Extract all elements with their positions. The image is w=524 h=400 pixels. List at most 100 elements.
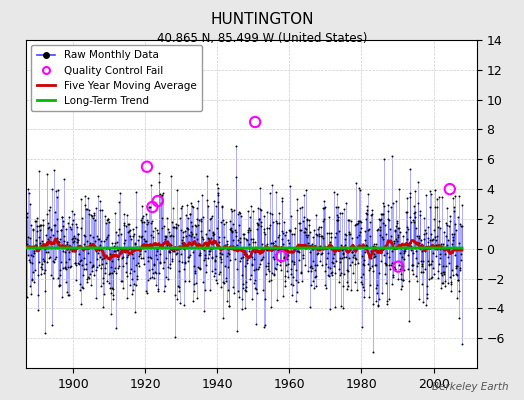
Point bbox=[141, 244, 150, 250]
Point bbox=[285, 274, 293, 280]
Point bbox=[207, 234, 215, 241]
Point bbox=[216, 256, 225, 262]
Point bbox=[43, 236, 52, 242]
Point bbox=[68, 248, 76, 254]
Point bbox=[183, 202, 191, 208]
Point bbox=[111, 210, 119, 216]
Point bbox=[111, 240, 119, 246]
Point bbox=[277, 244, 285, 250]
Point bbox=[56, 282, 64, 288]
Point bbox=[343, 279, 351, 286]
Point bbox=[103, 216, 112, 222]
Point bbox=[242, 284, 250, 290]
Point bbox=[180, 258, 189, 265]
Point bbox=[375, 270, 383, 277]
Point bbox=[51, 222, 59, 228]
Point bbox=[232, 143, 240, 149]
Point bbox=[162, 274, 170, 280]
Point bbox=[82, 206, 91, 213]
Point bbox=[133, 275, 141, 282]
Point bbox=[30, 279, 38, 285]
Point bbox=[307, 268, 315, 275]
Point bbox=[33, 223, 41, 229]
Point bbox=[399, 256, 408, 262]
Point bbox=[154, 285, 162, 292]
Point bbox=[413, 260, 422, 266]
Point bbox=[147, 220, 155, 226]
Point bbox=[189, 204, 197, 210]
Point bbox=[121, 248, 129, 255]
Point bbox=[245, 247, 253, 254]
Point bbox=[143, 290, 151, 296]
Point bbox=[348, 259, 357, 266]
Point bbox=[424, 258, 433, 264]
Point bbox=[68, 236, 77, 242]
Point bbox=[163, 215, 171, 221]
Point bbox=[453, 276, 462, 283]
Point bbox=[248, 236, 257, 243]
Point bbox=[342, 246, 351, 253]
Point bbox=[315, 247, 324, 253]
Point bbox=[88, 264, 96, 270]
Point bbox=[301, 262, 309, 268]
Point bbox=[172, 250, 181, 257]
Point bbox=[391, 227, 400, 234]
Point bbox=[87, 212, 95, 218]
Point bbox=[269, 256, 278, 262]
Point bbox=[77, 300, 85, 307]
Point bbox=[314, 232, 323, 239]
Point bbox=[25, 257, 33, 263]
Point bbox=[311, 274, 320, 280]
Point bbox=[228, 236, 237, 243]
Point bbox=[205, 287, 214, 294]
Point bbox=[246, 203, 255, 209]
Point bbox=[369, 241, 378, 247]
Point bbox=[195, 265, 204, 271]
Point bbox=[390, 227, 399, 234]
Point bbox=[358, 253, 367, 260]
Point bbox=[70, 233, 79, 239]
Point bbox=[32, 215, 41, 222]
Point bbox=[273, 261, 281, 267]
Point bbox=[416, 212, 424, 218]
Point bbox=[385, 296, 393, 302]
Point bbox=[414, 200, 422, 206]
Point bbox=[239, 285, 247, 292]
Point bbox=[265, 268, 273, 274]
Point bbox=[437, 240, 445, 247]
Point bbox=[368, 349, 377, 355]
Point bbox=[439, 263, 447, 270]
Point bbox=[167, 173, 176, 179]
Point bbox=[255, 216, 264, 223]
Point bbox=[72, 276, 80, 283]
Point bbox=[89, 262, 97, 269]
Point bbox=[66, 255, 74, 262]
Point bbox=[213, 185, 222, 192]
Point bbox=[449, 237, 457, 243]
Point bbox=[62, 266, 70, 272]
Point bbox=[281, 272, 290, 279]
Point bbox=[410, 218, 418, 225]
Point bbox=[115, 226, 123, 232]
Point bbox=[339, 305, 347, 311]
Point bbox=[107, 285, 116, 292]
Point bbox=[125, 228, 133, 234]
Point bbox=[277, 258, 285, 264]
Point bbox=[236, 239, 244, 245]
Point bbox=[168, 218, 176, 225]
Point bbox=[101, 213, 110, 220]
Point bbox=[395, 186, 403, 192]
Point bbox=[310, 227, 318, 233]
Point bbox=[305, 243, 313, 249]
Point bbox=[159, 265, 167, 272]
Point bbox=[60, 176, 68, 182]
Point bbox=[190, 288, 199, 294]
Point bbox=[229, 243, 237, 250]
Point bbox=[341, 200, 350, 206]
Point bbox=[192, 223, 200, 229]
Point bbox=[252, 320, 260, 327]
Point bbox=[87, 282, 95, 288]
Point bbox=[443, 222, 451, 228]
Point bbox=[58, 264, 67, 271]
Point bbox=[321, 245, 329, 251]
